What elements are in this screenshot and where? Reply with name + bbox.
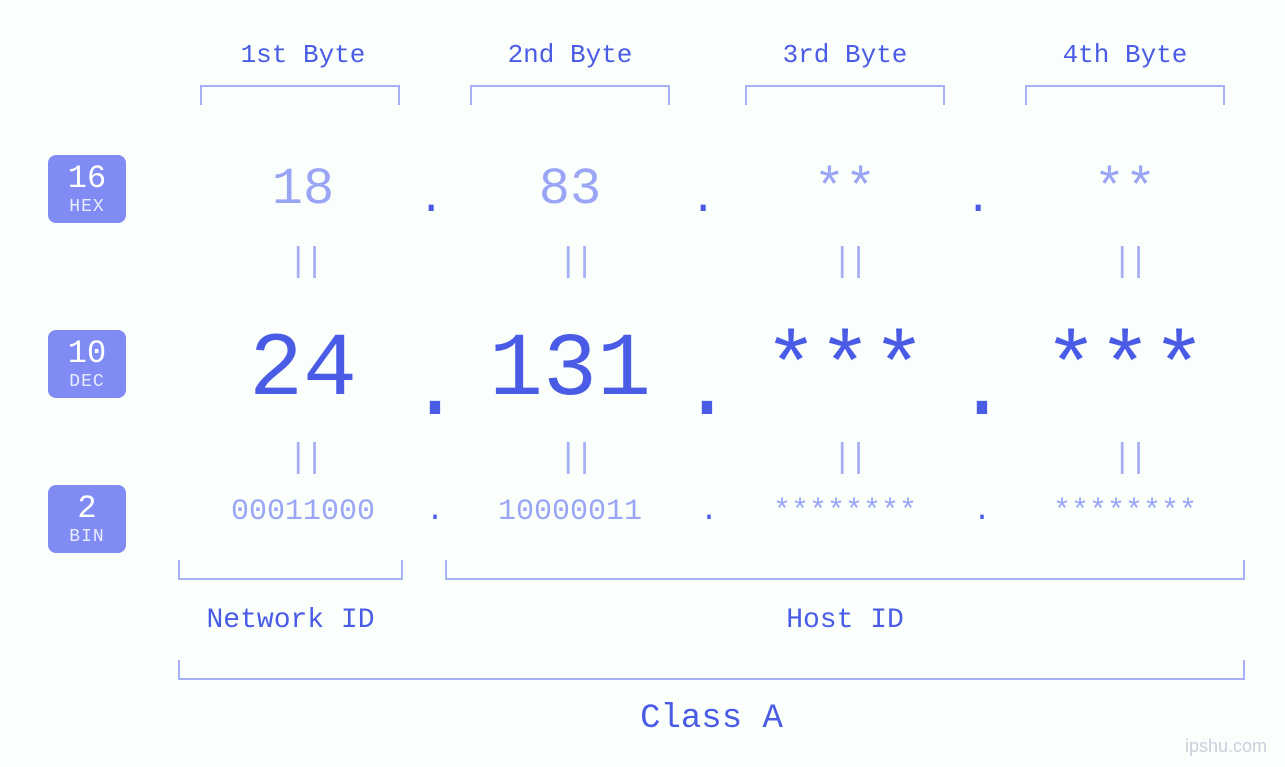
dec-val-4: ***	[1000, 320, 1250, 422]
bin-val-3: ********	[720, 495, 970, 529]
dec-val-2: 131	[445, 320, 695, 422]
bin-val-4: ********	[1000, 495, 1250, 529]
label-network: Network ID	[178, 605, 403, 636]
hex-val-4: **	[1000, 160, 1250, 219]
ip-diagram: 1st Byte 2nd Byte 3rd Byte 4th Byte 16 H…	[0, 0, 1285, 767]
hex-val-3: **	[720, 160, 970, 219]
label-host: Host ID	[445, 605, 1245, 636]
top-bracket-4	[1025, 85, 1225, 105]
watermark: ipshu.com	[1185, 736, 1267, 757]
bracket-class	[178, 660, 1245, 680]
byte-label-3: 3rd Byte	[720, 40, 970, 70]
hex-badge-lbl: HEX	[48, 197, 126, 217]
bin-val-1: 00011000	[178, 495, 428, 529]
top-bracket-1	[200, 85, 400, 105]
byte-label-1: 1st Byte	[178, 40, 428, 70]
eq-bot-4: ||	[1112, 440, 1145, 478]
eq-top-3: ||	[832, 244, 865, 282]
top-bracket-3	[745, 85, 945, 105]
dec-val-1: 24	[178, 320, 428, 422]
byte-label-2: 2nd Byte	[445, 40, 695, 70]
top-bracket-2	[470, 85, 670, 105]
hex-dot-2: .	[690, 175, 716, 225]
dec-badge: 10 DEC	[48, 330, 126, 398]
label-class: Class A	[178, 700, 1245, 738]
eq-bot-2: ||	[558, 440, 591, 478]
bin-dot-2: .	[700, 495, 718, 529]
eq-top-4: ||	[1112, 244, 1145, 282]
bin-badge-lbl: BIN	[48, 527, 126, 547]
bracket-host	[445, 560, 1245, 580]
hex-dot-3: .	[965, 175, 991, 225]
bin-badge-num: 2	[48, 493, 126, 525]
dec-val-3: ***	[720, 320, 970, 422]
hex-dot-1: .	[418, 175, 444, 225]
hex-badge: 16 HEX	[48, 155, 126, 223]
eq-top-2: ||	[558, 244, 591, 282]
bin-dot-1: .	[426, 495, 444, 529]
eq-bot-3: ||	[832, 440, 865, 478]
bin-val-2: 10000011	[445, 495, 695, 529]
eq-top-1: ||	[288, 244, 321, 282]
hex-val-1: 18	[178, 160, 428, 219]
hex-badge-num: 16	[48, 163, 126, 195]
dec-badge-lbl: DEC	[48, 372, 126, 392]
dec-badge-num: 10	[48, 338, 126, 370]
bin-badge: 2 BIN	[48, 485, 126, 553]
eq-bot-1: ||	[288, 440, 321, 478]
hex-val-2: 83	[445, 160, 695, 219]
byte-label-4: 4th Byte	[1000, 40, 1250, 70]
bin-dot-3: .	[973, 495, 991, 529]
bracket-network	[178, 560, 403, 580]
